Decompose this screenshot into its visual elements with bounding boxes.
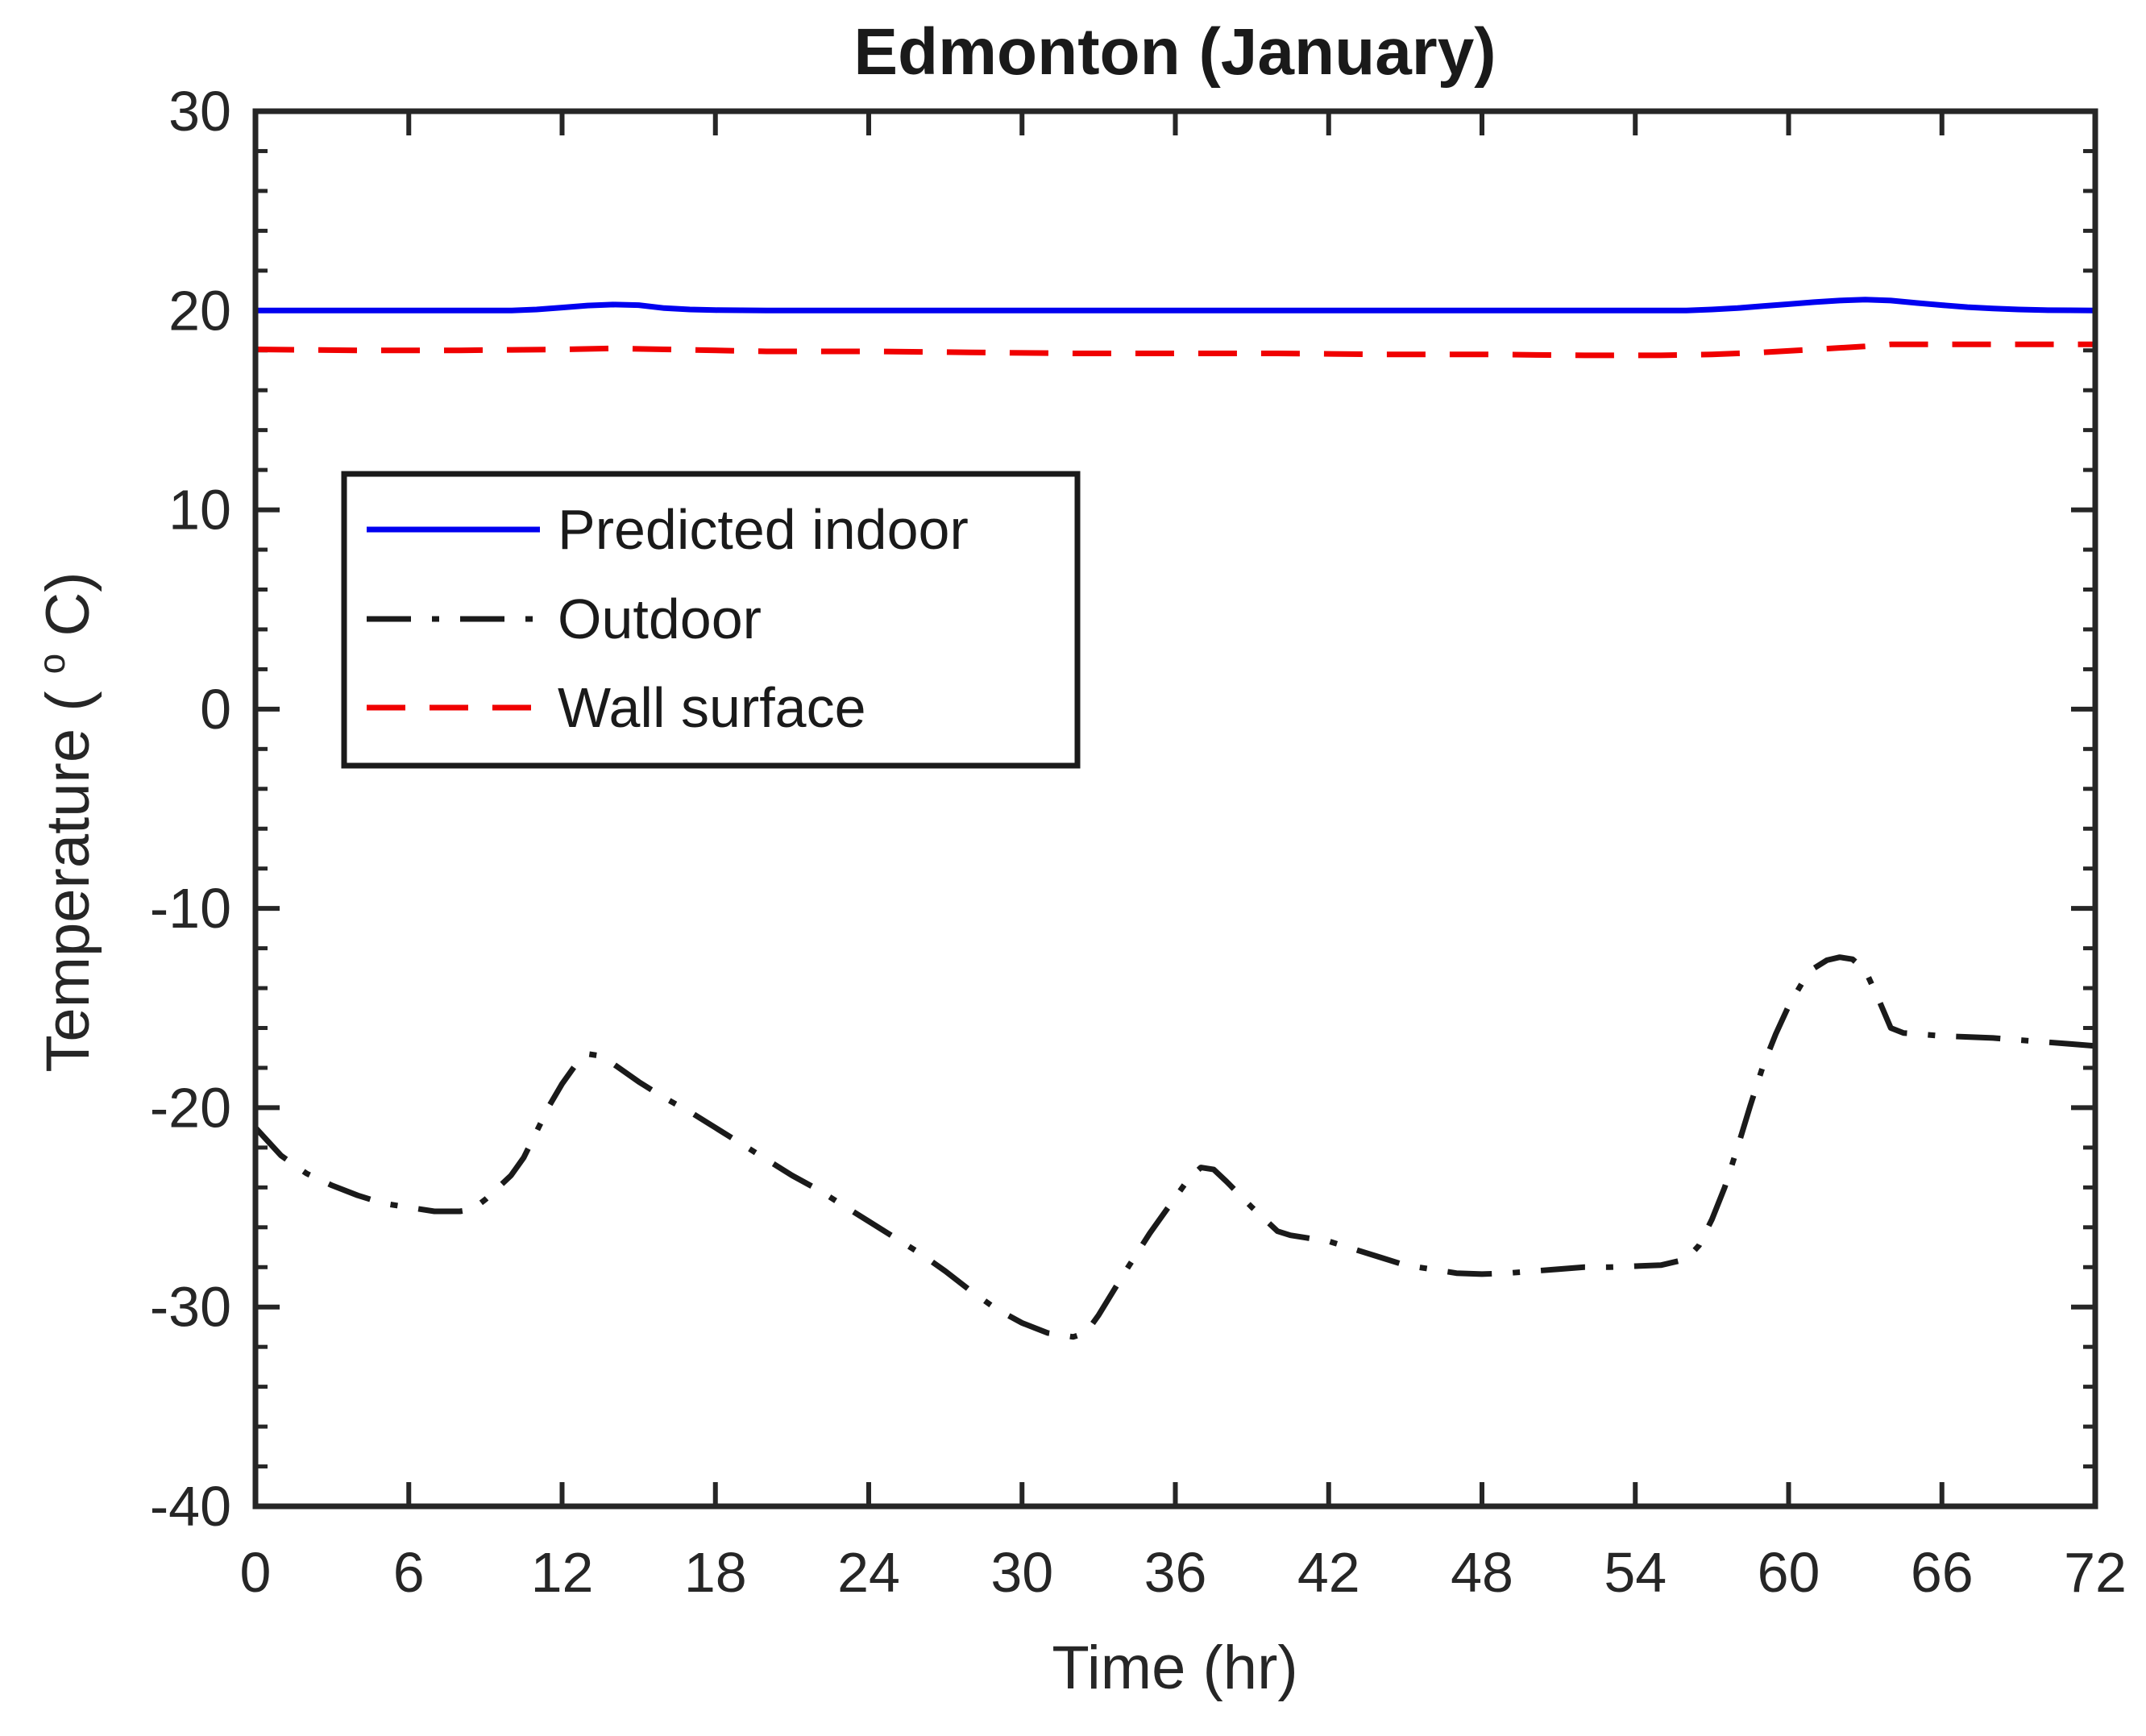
- legend-label-outdoor: Outdoor: [558, 588, 762, 650]
- y-tick-label: -20: [150, 1076, 231, 1139]
- y-tick-label: -40: [150, 1475, 231, 1538]
- x-tick-label: 36: [1144, 1541, 1207, 1604]
- x-tick-label: 72: [2064, 1541, 2127, 1604]
- plot-area: 0 6 12 18 24 30 36 42 48 54 60 66 72 30 20 10 0 -10 -20 -30…: [150, 80, 2127, 1604]
- series-outdoor: [253, 954, 2096, 1340]
- y-axis-label-text: Temperature (: [34, 691, 102, 1072]
- series-predicted-indoor: [255, 297, 2096, 314]
- x-axis-label: Time (hr): [1052, 1634, 1297, 1702]
- x-tick-label: 30: [990, 1541, 1053, 1604]
- legend-label-wall-surface: Wall surface: [558, 676, 866, 739]
- x-tick-label: 66: [1911, 1541, 1974, 1604]
- x-tick-label: 24: [837, 1541, 900, 1604]
- y-axis-label-degree: o: [31, 654, 73, 675]
- y-tick-label: 30: [168, 80, 231, 143]
- y-tick-label: 10: [168, 479, 231, 542]
- chart-title: Edmonton (January): [853, 15, 1496, 89]
- legend-label-predicted-indoor: Predicted indoor: [558, 498, 969, 561]
- x-tick-label: 12: [531, 1541, 594, 1604]
- legend: Predicted indoor Outdoor Wall surface: [341, 471, 1081, 769]
- x-tick-label: 60: [1758, 1541, 1820, 1604]
- y-tick-label: -30: [150, 1276, 231, 1339]
- y-axis-label-unit: C): [34, 571, 102, 636]
- x-tick-label: 54: [1604, 1541, 1667, 1604]
- series-wall-surface: [255, 341, 2095, 359]
- x-tick-label: 48: [1451, 1541, 1513, 1604]
- x-tick-label: 6: [393, 1541, 425, 1604]
- x-tick-label: 18: [684, 1541, 747, 1604]
- axes-box: [252, 108, 2098, 1510]
- x-tick-label: 0: [240, 1541, 272, 1604]
- y-tick-label: 0: [200, 678, 231, 741]
- x-tick-label: 42: [1297, 1541, 1360, 1604]
- y-tick-label: 20: [168, 279, 231, 342]
- y-tick-label: -10: [150, 877, 231, 940]
- y-axis-label: Temperature ( o C): [10, 571, 102, 1072]
